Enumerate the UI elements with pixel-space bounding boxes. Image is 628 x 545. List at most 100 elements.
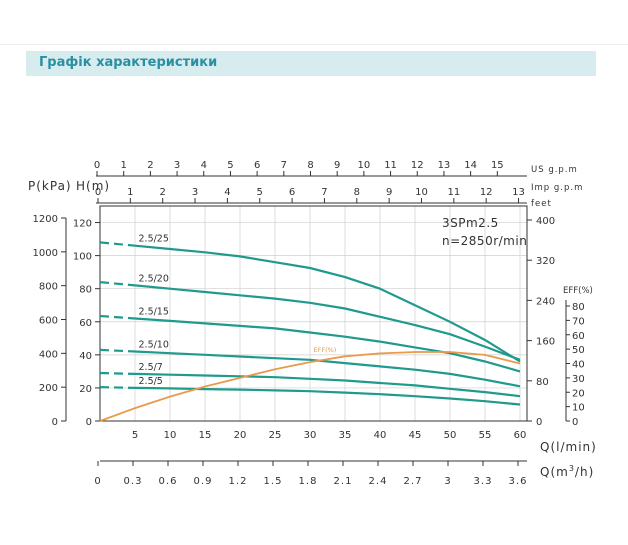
eff-tick-label: 80 xyxy=(572,302,585,313)
feet-axis-label: feet xyxy=(531,199,552,209)
eff-tick-label: 40 xyxy=(572,360,585,371)
q-lmin-axis-label: Q(l/min) xyxy=(540,440,597,454)
feet-tick-label: 320 xyxy=(536,256,555,267)
q-lmin-tick-label: 30 xyxy=(304,430,317,441)
q-lmin-tick-label: 20 xyxy=(234,430,247,441)
us-gpm-tick-label: 12 xyxy=(411,160,424,171)
q-m3h-tick-label: 2.1 xyxy=(334,476,353,487)
speed-label: n=2850r/min xyxy=(442,234,527,248)
eff-tick-label: 70 xyxy=(572,316,585,327)
imp-gpm-tick-label: 3 xyxy=(192,187,198,198)
imp-gpm-tick-label: 4 xyxy=(224,187,230,198)
series-label: 2.5/20 xyxy=(139,273,169,284)
eff-tick-label: 50 xyxy=(572,345,585,356)
us-gpm-axis-label: US g.p.m xyxy=(531,165,578,175)
us-gpm-tick-label: 15 xyxy=(491,160,504,171)
q-lmin-tick-label: 10 xyxy=(164,430,177,441)
head-tick-label: 120 xyxy=(73,219,92,230)
eff-tick-label: 0 xyxy=(572,417,578,428)
section-title: Графік характеристики xyxy=(39,55,218,70)
eff-tick-label: 60 xyxy=(572,331,585,342)
pressure-tick-label: 600 xyxy=(39,316,58,327)
imp-gpm-tick-label: 11 xyxy=(447,187,460,198)
pressure-tick-label: 0 xyxy=(52,417,58,428)
head-curve-dashed-2-5-25 xyxy=(99,241,136,247)
feet-tick-label: 80 xyxy=(536,377,549,388)
q-lmin-tick-label: 15 xyxy=(199,430,212,441)
pressure-tick-label: 1000 xyxy=(33,248,58,259)
imp-gpm-tick-label: 2 xyxy=(160,187,166,198)
efficiency-curve xyxy=(99,351,521,422)
q-lmin-tick-label: 25 xyxy=(269,430,282,441)
eff-axis-label: EFF(%) xyxy=(563,286,593,296)
head-curve-dashed-2-5-15 xyxy=(99,314,136,320)
us-gpm-tick-label: 13 xyxy=(438,160,451,171)
q-lmin-tick-label: 55 xyxy=(479,430,492,441)
eff-tick-label: 30 xyxy=(572,374,585,385)
head-curve-2-5-7 xyxy=(134,372,521,398)
q-lmin-tick-label: 60 xyxy=(514,430,527,441)
q-m3h-tick-label: 0.3 xyxy=(124,476,143,487)
us-gpm-tick-label: 1 xyxy=(121,160,127,171)
feet-tick-label: 400 xyxy=(536,216,555,227)
imp-gpm-tick-label: 8 xyxy=(354,187,360,198)
eff-tick-label: 20 xyxy=(572,388,585,399)
us-gpm-tick-label: 9 xyxy=(334,160,340,171)
q-m3h-axis-label: Q(m3/h) xyxy=(540,464,594,479)
q-m3h-tick-label: 3 xyxy=(444,476,451,487)
head-tick-label: 40 xyxy=(79,351,92,362)
model-label: 3SPm2.5 xyxy=(442,216,499,230)
us-gpm-tick-label: 7 xyxy=(281,160,287,171)
head-curve-dashed-2-5-10 xyxy=(99,348,136,353)
section-header: Графік характеристики xyxy=(26,51,596,76)
head-curve-2-5-25 xyxy=(134,244,521,363)
head-tick-label: 80 xyxy=(79,285,92,296)
imp-gpm-tick-label: 9 xyxy=(386,187,392,198)
feet-tick-label: 160 xyxy=(536,337,555,348)
us-gpm-tick-label: 11 xyxy=(384,160,397,171)
series-label: 2.5/7 xyxy=(139,362,163,373)
imp-gpm-tick-label: 10 xyxy=(415,187,428,198)
imp-gpm-tick-label: 1 xyxy=(127,187,133,198)
us-gpm-tick-label: 5 xyxy=(227,160,233,171)
head-axis-label: H(m) xyxy=(76,179,110,193)
imp-gpm-tick-label: 12 xyxy=(480,187,493,198)
imp-gpm-tick-label: 13 xyxy=(512,187,525,198)
us-gpm-tick-label: 6 xyxy=(254,160,260,171)
q-m3h-tick-label: 0.9 xyxy=(194,476,213,487)
q-m3h-tick-label: 2.4 xyxy=(369,476,388,487)
top-divider xyxy=(0,44,628,45)
us-gpm-tick-label: 8 xyxy=(307,160,313,171)
imp-gpm-tick-label: 0 xyxy=(95,187,101,198)
imp-gpm-tick-label: 5 xyxy=(257,187,263,198)
q-lmin-tick-label: 5 xyxy=(132,430,138,441)
q-lmin-tick-label: 35 xyxy=(339,430,352,441)
head-curve-2-5-20 xyxy=(134,284,521,361)
q-lmin-tick-label: 40 xyxy=(374,430,387,441)
q-m3h-tick-label: 1.2 xyxy=(229,476,248,487)
head-tick-label: 60 xyxy=(79,318,92,329)
pressure-tick-label: 800 xyxy=(39,282,58,293)
head-curve-dashed-2-5-20 xyxy=(99,281,136,287)
us-gpm-tick-label: 4 xyxy=(201,160,207,171)
us-gpm-tick-label: 3 xyxy=(174,160,180,171)
plot-frame xyxy=(99,205,528,422)
head-tick-label: 0 xyxy=(86,417,92,428)
q-m3h-tick-label: 2.7 xyxy=(404,476,423,487)
q-m3h-tick-label: 0 xyxy=(94,476,101,487)
us-gpm-tick-label: 14 xyxy=(464,160,477,171)
pressure-tick-label: 1200 xyxy=(33,214,58,225)
imp-gpm-tick-label: 6 xyxy=(289,187,295,198)
q-lmin-tick-label: 50 xyxy=(444,430,457,441)
us-gpm-tick-label: 10 xyxy=(358,160,371,171)
efficiency-curve-label: EFF(%) xyxy=(314,346,337,354)
q-lmin-tick-label: 45 xyxy=(409,430,422,441)
q-m3h-tick-label: 3.6 xyxy=(509,476,528,487)
q-m3h-tick-label: 1.5 xyxy=(264,476,283,487)
q-m3h-tick-label: 0.6 xyxy=(159,476,178,487)
pressure-tick-label: 200 xyxy=(39,383,58,394)
feet-tick-label: 240 xyxy=(536,296,555,307)
q-m3h-tick-label: 1.8 xyxy=(299,476,318,487)
series-label: 2.5/15 xyxy=(139,306,169,317)
